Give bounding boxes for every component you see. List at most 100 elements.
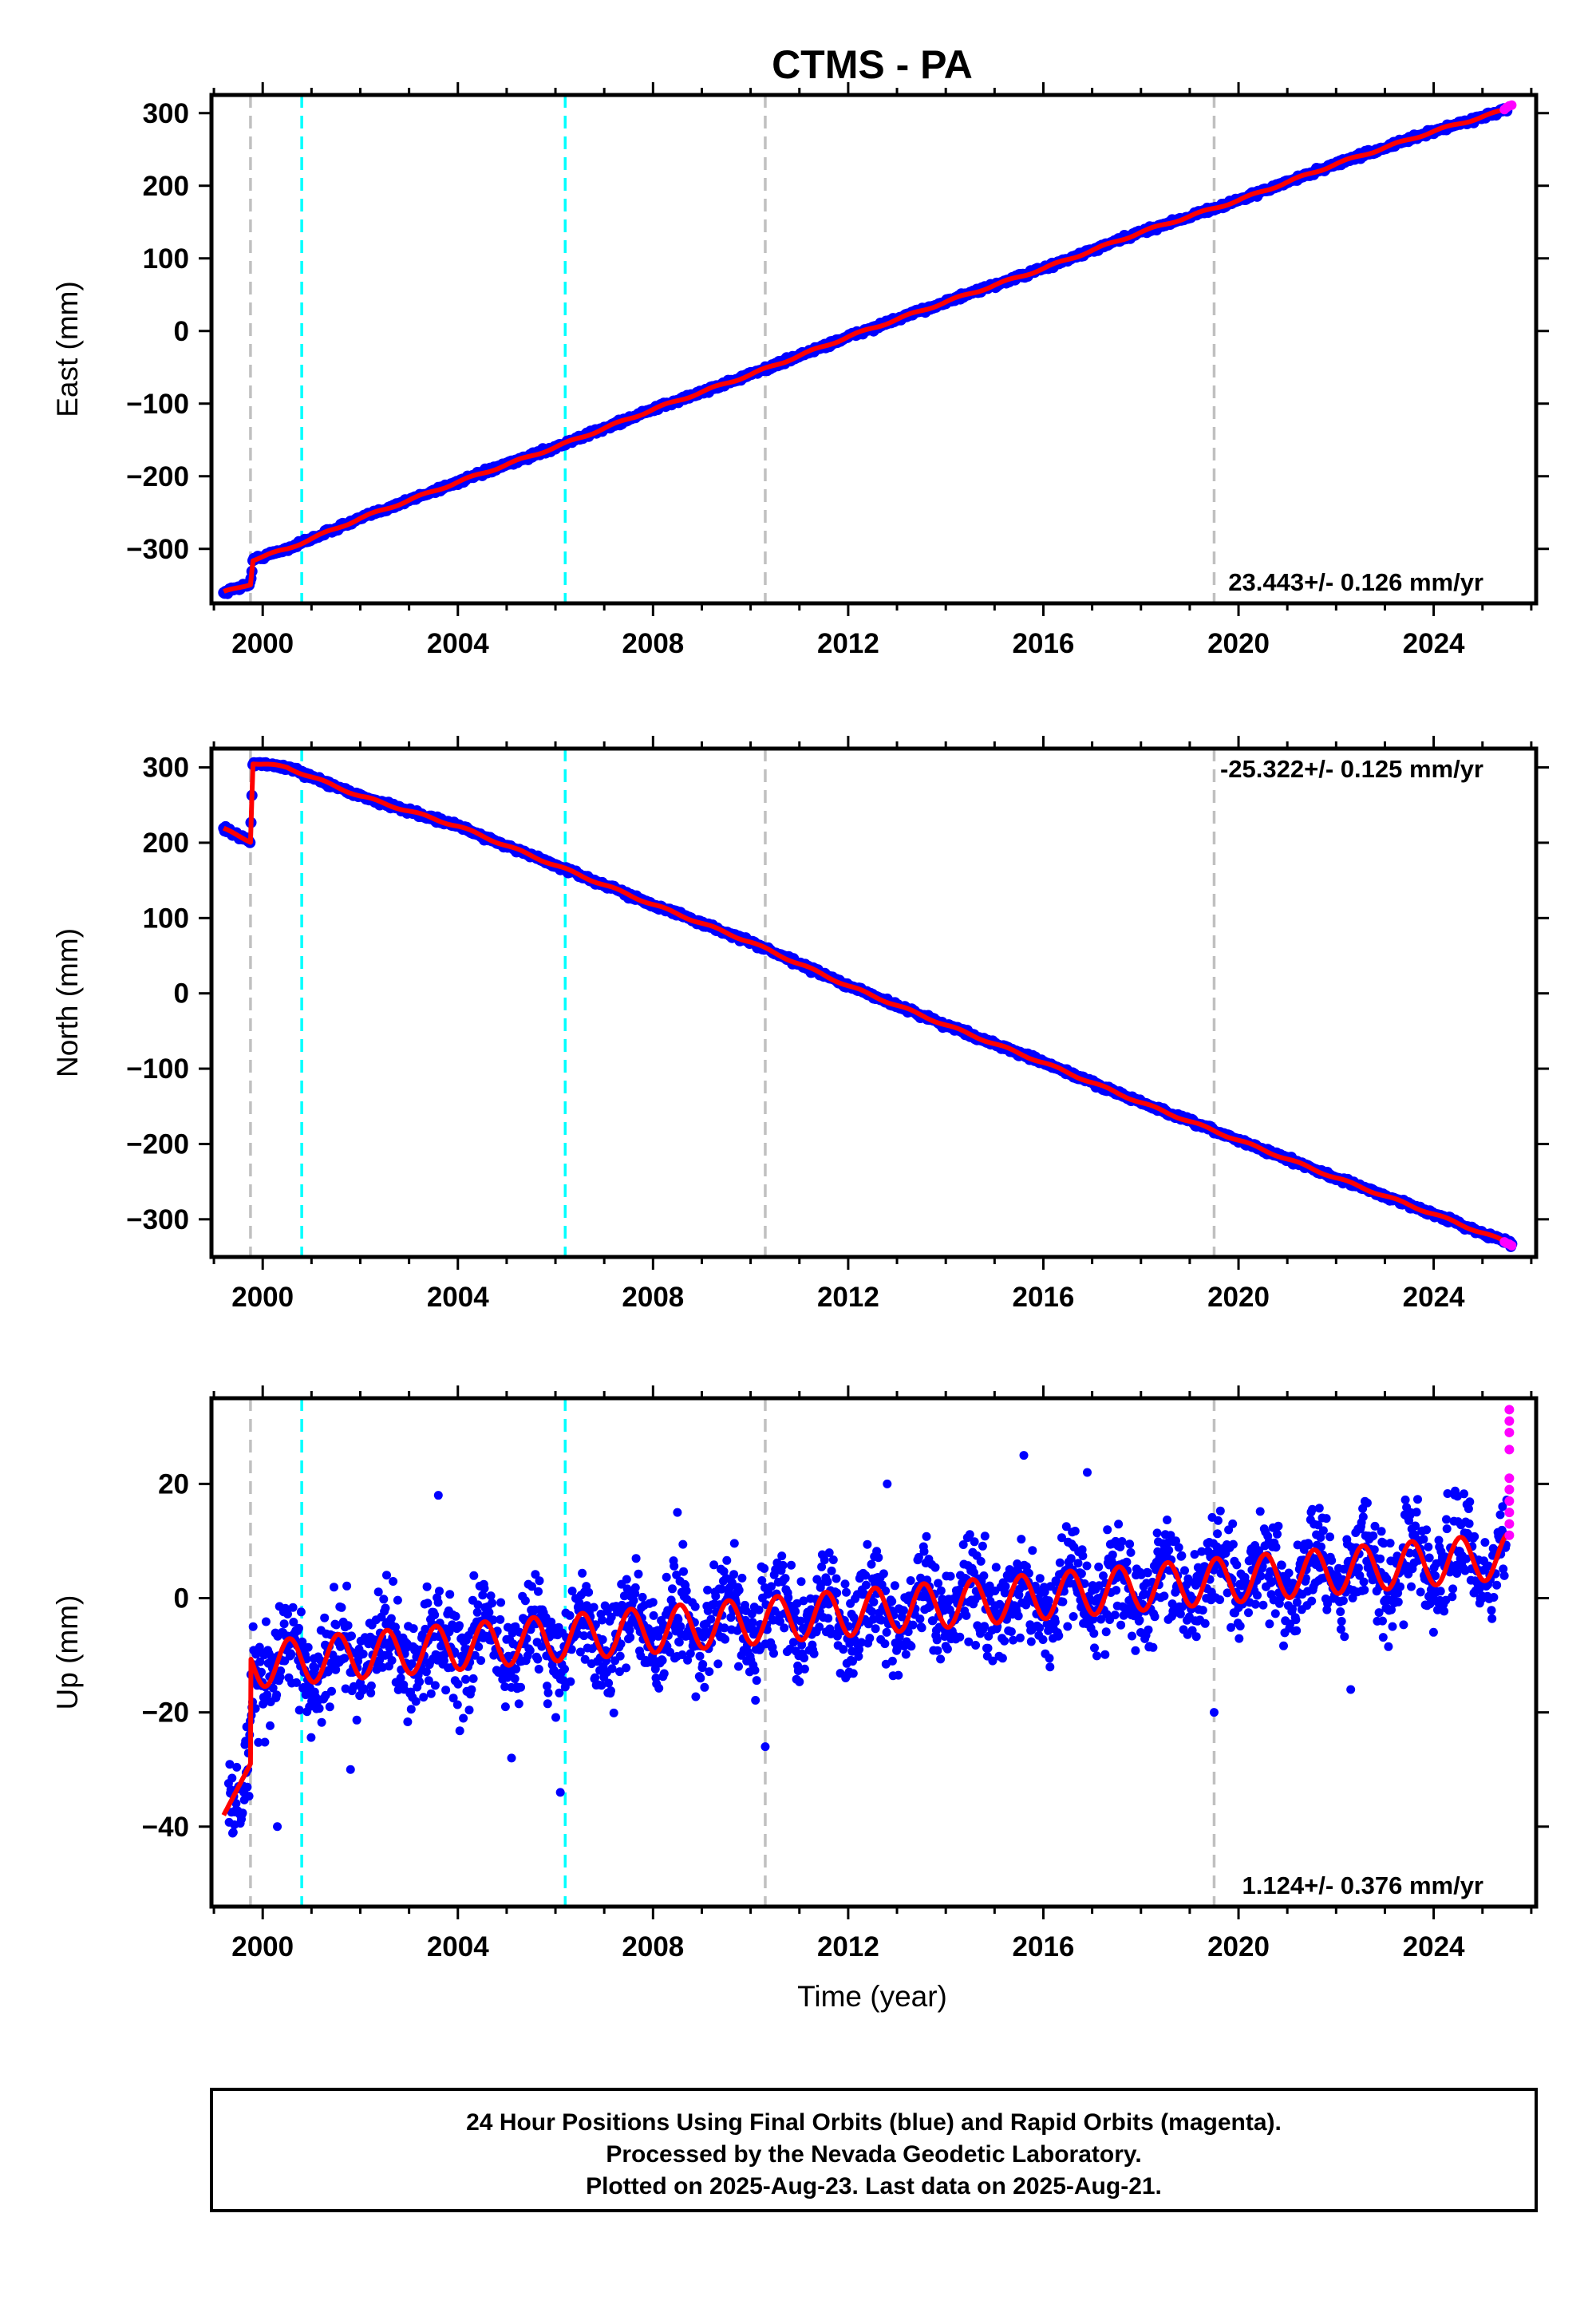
up-final-point bbox=[411, 1697, 421, 1706]
up-final-point bbox=[769, 1649, 778, 1658]
up-final-point bbox=[1174, 1543, 1183, 1552]
up-final-point bbox=[932, 1635, 942, 1645]
up-final-point bbox=[1215, 1595, 1225, 1604]
up-final-point bbox=[1424, 1542, 1433, 1551]
up-final-point bbox=[1114, 1520, 1124, 1529]
up-final-point bbox=[500, 1702, 510, 1712]
up-final-point bbox=[681, 1586, 691, 1595]
up-final-point bbox=[1460, 1489, 1468, 1499]
east-x-tick-label: 2004 bbox=[427, 628, 489, 659]
up-final-point bbox=[1412, 1508, 1421, 1517]
up-final-point bbox=[970, 1537, 979, 1547]
up-final-point bbox=[445, 1590, 455, 1599]
up-final-point bbox=[340, 1654, 350, 1663]
up-final-point bbox=[751, 1696, 760, 1705]
up-final-point bbox=[1070, 1527, 1080, 1535]
up-final-point bbox=[266, 1721, 275, 1730]
up-final-point bbox=[1038, 1635, 1048, 1644]
up-final-point bbox=[787, 1560, 796, 1570]
up-final-point bbox=[279, 1619, 289, 1629]
north-x-tick-label: 2000 bbox=[231, 1282, 294, 1313]
up-final-point bbox=[622, 1663, 631, 1673]
up-final-point bbox=[578, 1568, 587, 1578]
up-final-point bbox=[406, 1705, 416, 1714]
east-y-tick-label: −300 bbox=[126, 534, 189, 565]
up-final-point bbox=[565, 1611, 575, 1620]
up-final-point bbox=[737, 1573, 747, 1583]
up-final-point bbox=[535, 1576, 544, 1586]
up-final-point bbox=[1135, 1615, 1144, 1625]
up-final-point bbox=[752, 1676, 761, 1686]
up-final-point bbox=[659, 1669, 669, 1678]
up-final-point bbox=[946, 1571, 955, 1581]
up-final-point bbox=[453, 1679, 463, 1689]
up-final-point bbox=[871, 1624, 880, 1634]
up-final-point bbox=[455, 1621, 464, 1630]
up-final-point bbox=[1353, 1563, 1363, 1573]
up-final-point bbox=[1228, 1519, 1238, 1528]
up-final-point bbox=[722, 1555, 732, 1565]
east-x-tick-label: 2008 bbox=[622, 628, 684, 659]
up-final-point bbox=[867, 1559, 876, 1569]
up-final-point bbox=[306, 1733, 316, 1742]
up-final-point bbox=[936, 1586, 946, 1595]
up-final-point bbox=[423, 1599, 433, 1608]
up-final-point bbox=[827, 1566, 836, 1575]
up-final-point bbox=[514, 1699, 523, 1709]
up-final-orbit-points bbox=[223, 1451, 1511, 1838]
up-final-point bbox=[1396, 1582, 1404, 1591]
up-final-point bbox=[227, 1773, 237, 1783]
up-final-point bbox=[820, 1555, 829, 1565]
up-final-point bbox=[906, 1576, 915, 1585]
up-final-point bbox=[1250, 1599, 1260, 1609]
up-final-point bbox=[1125, 1539, 1135, 1549]
up-final-point bbox=[1407, 1582, 1416, 1591]
up-final-point bbox=[459, 1713, 468, 1723]
up-final-point bbox=[887, 1656, 897, 1666]
up-final-point bbox=[760, 1563, 769, 1573]
up-final-point bbox=[863, 1539, 872, 1549]
up-final-point bbox=[496, 1598, 506, 1607]
up-final-point bbox=[1013, 1611, 1023, 1621]
east-rapid-orbit-points bbox=[1499, 100, 1517, 115]
up-final-point bbox=[705, 1667, 714, 1677]
up-final-point bbox=[496, 1614, 505, 1624]
east-y-tick-label: 200 bbox=[143, 171, 189, 202]
up-final-point bbox=[248, 1622, 258, 1631]
up-final-point bbox=[1448, 1592, 1457, 1602]
up-final-point bbox=[1419, 1535, 1428, 1544]
up-final-point bbox=[917, 1623, 926, 1633]
up-final-point bbox=[706, 1614, 716, 1624]
up-final-point bbox=[232, 1762, 242, 1772]
east-y-tick-label: 0 bbox=[174, 316, 189, 347]
up-final-point bbox=[272, 1690, 282, 1700]
up-final-point bbox=[451, 1611, 460, 1621]
up-final-point bbox=[696, 1674, 705, 1683]
up-final-point bbox=[658, 1656, 667, 1665]
up-plot-area bbox=[221, 1398, 1515, 1907]
up-final-point bbox=[780, 1574, 790, 1583]
up-final-point bbox=[387, 1656, 397, 1665]
north-x-tick-label: 2008 bbox=[622, 1282, 684, 1313]
up-final-point bbox=[1015, 1633, 1025, 1642]
up-final-point bbox=[915, 1614, 925, 1623]
up-final-point bbox=[1291, 1615, 1301, 1625]
up-final-point bbox=[1050, 1617, 1060, 1626]
up-final-point bbox=[1035, 1623, 1045, 1633]
up-final-point bbox=[1253, 1591, 1262, 1600]
up-final-point bbox=[1163, 1516, 1171, 1524]
chart-title: CTMS - PA bbox=[772, 42, 973, 87]
up-final-point bbox=[979, 1571, 989, 1580]
north-rapid-point bbox=[1507, 1240, 1517, 1251]
east-x-tick-label: 2016 bbox=[1013, 628, 1075, 659]
up-final-point bbox=[294, 1705, 304, 1715]
up-final-point bbox=[933, 1646, 942, 1655]
up-final-point bbox=[1321, 1514, 1331, 1524]
up-final-point bbox=[598, 1615, 606, 1625]
up-final-point bbox=[441, 1686, 451, 1695]
north-x-tick-label: 2024 bbox=[1403, 1282, 1465, 1313]
north-y-tick-label: −300 bbox=[126, 1204, 189, 1235]
up-final-point bbox=[260, 1737, 270, 1747]
up-final-point bbox=[1058, 1597, 1068, 1607]
up-final-point bbox=[1000, 1636, 1009, 1646]
